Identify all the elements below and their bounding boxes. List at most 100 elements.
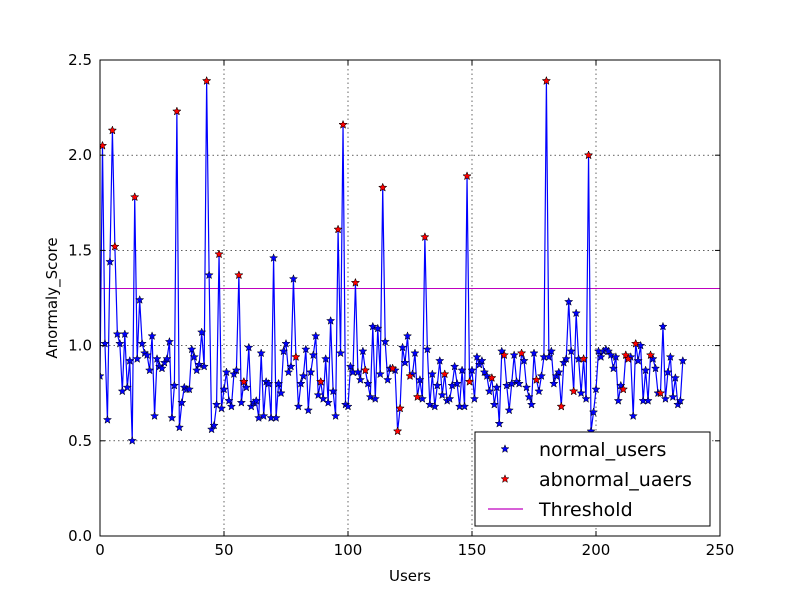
normal-user-point	[494, 418, 504, 428]
normal-user-point	[177, 397, 187, 407]
abnormal-user-point	[464, 376, 475, 386]
normal-user-point	[115, 338, 125, 348]
legend-box	[474, 431, 711, 527]
normal-user-point	[526, 399, 537, 409]
normal-user-point	[306, 367, 316, 377]
y-tick-label: 1.5	[68, 241, 92, 259]
normal-user-point	[581, 393, 591, 403]
normal-user-point	[345, 361, 356, 371]
normal-user-point	[402, 331, 413, 341]
abnormal-user-point	[499, 350, 509, 360]
normal-user-point	[169, 380, 180, 390]
normal-user-point	[144, 365, 155, 375]
normal-user-point	[561, 354, 571, 363]
normal-user-point	[410, 348, 420, 358]
normal-user-point	[330, 411, 341, 421]
normal-user-point	[482, 371, 492, 381]
normal-user-point	[534, 386, 544, 396]
normal-user-point	[221, 367, 232, 377]
normal-user-point	[524, 392, 534, 401]
normal-user-point	[668, 392, 678, 401]
abnormal-user-point	[516, 348, 527, 358]
normal-user-point	[521, 382, 532, 392]
normal-user-point	[149, 411, 160, 421]
normal-user-point	[125, 355, 135, 365]
normal-user-point	[633, 355, 643, 365]
normal-user-point	[197, 327, 207, 337]
normal-user-point	[603, 346, 614, 356]
normal-user-point	[211, 399, 222, 409]
normal-user-point	[296, 378, 306, 388]
abnormal-user-point	[130, 192, 140, 202]
normal-user-point	[353, 367, 363, 377]
normal-user-point	[259, 411, 269, 421]
abnormal-user-point	[420, 232, 430, 242]
legend-marker-abnormal_uaers	[500, 474, 510, 483]
abnormal-user-point	[556, 401, 566, 411]
normal-user-point	[373, 323, 383, 333]
abnormal-user-point	[214, 249, 224, 259]
normal-user-point	[162, 354, 172, 363]
abnormal-user-point	[333, 224, 343, 234]
normal-user-point	[608, 363, 619, 373]
normal-user-point	[343, 401, 353, 411]
normal-user-point	[571, 308, 581, 318]
abnormal-user-point	[110, 241, 120, 251]
normal-user-point	[665, 352, 676, 361]
normal-user-point	[278, 346, 289, 356]
normal-user-point	[415, 374, 425, 384]
normal-user-point	[663, 367, 673, 377]
normal-user-point	[365, 392, 375, 401]
abnormal-user-point	[645, 350, 656, 360]
abnormal-user-point	[487, 373, 497, 382]
normal-user-point	[566, 346, 576, 356]
normal-user-point	[375, 369, 385, 379]
axis-ticks: 0 50 100 150 200 250 0.0 0.5 1.0 1.5 2.0 2.5	[68, 51, 734, 559]
normal-user-point	[311, 331, 321, 341]
normal-user-point	[142, 350, 152, 360]
normal-user-point	[298, 371, 309, 381]
normal-user-point	[308, 350, 318, 360]
normal-user-point	[204, 270, 214, 280]
normal-user-point	[616, 380, 626, 390]
normal-user-point	[588, 407, 599, 417]
normal-user-point	[670, 373, 681, 382]
abnormal-user-point	[395, 403, 405, 413]
normal-user-point	[489, 399, 499, 409]
normal-user-point	[435, 355, 445, 365]
normal-user-point	[564, 296, 574, 306]
normal-user-point	[368, 321, 378, 331]
normal-user-point	[236, 397, 247, 407]
normal-user-point	[452, 378, 462, 388]
normal-user-point	[497, 346, 507, 356]
y-tick-label: 0.5	[68, 432, 92, 450]
normal-user-point	[323, 397, 333, 407]
abnormal-user-point	[172, 106, 182, 116]
abnormal-user-point	[618, 384, 628, 394]
normal-user-point	[425, 399, 435, 409]
normal-user-point	[164, 336, 175, 346]
normal-user-point	[263, 378, 274, 388]
y-tick-label: 2.5	[68, 51, 92, 69]
normal-user-point	[244, 342, 254, 352]
normal-user-point	[241, 382, 251, 392]
abnormal-user-point	[387, 363, 398, 373]
abnormal-user-point	[316, 376, 326, 386]
y-tick-label: 0.0	[68, 527, 92, 545]
abnormal-user-point	[655, 388, 666, 398]
normal-user-point	[628, 411, 638, 421]
normal-user-point	[675, 395, 685, 405]
normal-user-point	[536, 371, 547, 381]
normal-user-point	[283, 367, 294, 377]
normal-user-point	[137, 338, 147, 348]
normal-user-point	[422, 344, 433, 354]
normal-user-point	[504, 405, 514, 415]
normal-user-point	[660, 393, 671, 403]
normal-user-point	[467, 365, 477, 375]
normal-user-point	[268, 253, 279, 262]
normal-user-point	[135, 294, 145, 304]
legend-label-Threshold: Threshold	[538, 499, 633, 521]
normal-user-point	[437, 390, 447, 400]
normal-user-point	[383, 374, 393, 384]
normal-user-point	[546, 346, 557, 356]
